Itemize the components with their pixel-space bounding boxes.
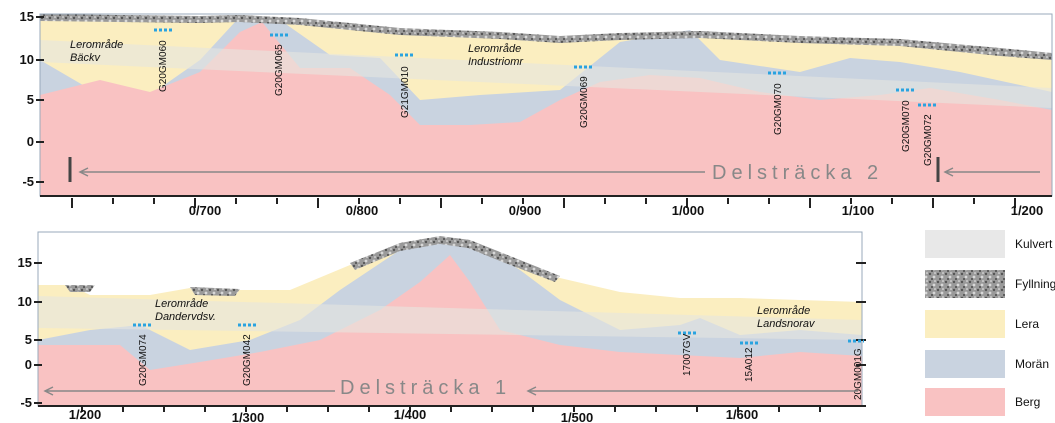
y-tick-label: 15	[20, 9, 34, 24]
legend: Kulvert Fyllning Lera Morän Berg	[925, 230, 1055, 416]
legend-swatch	[925, 230, 1005, 258]
borehole-label: G20GM072	[923, 114, 934, 166]
text-line: Dandervdsv.	[155, 311, 216, 323]
x-axis-1: 0/700 0/800 0/900 1/000 1/100 1/200	[71, 198, 1044, 218]
chainage-label: 1/200	[69, 407, 102, 422]
section-2-layers	[38, 236, 862, 406]
text-line: Lerområde	[70, 39, 123, 51]
legend-swatch	[925, 270, 1005, 298]
area-label: Lerområde Industriomr	[468, 43, 524, 68]
boreholes-1: G20GM060 G20GM065 G21GM010 G20GM069 G20G…	[154, 28, 936, 166]
y-tick-label: 10	[18, 294, 32, 309]
y-tick-label: 0	[25, 357, 32, 372]
borehole-label: G20GM070	[773, 83, 784, 135]
legend-label: Fyllning	[1015, 277, 1055, 291]
text-line: Lerområde	[155, 298, 208, 310]
tick-marks	[36, 16, 44, 183]
legend-swatch	[925, 310, 1005, 338]
borehole-label: G20GM069	[579, 76, 590, 128]
text-line: Landsnorav	[757, 318, 816, 330]
text-line: Lerområde	[757, 305, 810, 317]
y-axis-1: 15 10 5 0 -5	[20, 9, 44, 189]
borehole-label: G20GM074	[138, 334, 149, 386]
area-label: Lerområde Dandervdsv.	[155, 298, 216, 323]
chainage-label: 0/800	[346, 203, 379, 218]
section-arrows-1	[68, 157, 1040, 182]
x-axis-2: 1/200 1/300 1/400 1/500 1/600	[69, 406, 821, 423]
section-arrows-2	[43, 386, 858, 396]
chainage-label: 0/700	[189, 203, 222, 218]
text-line: Bäckv	[70, 52, 101, 64]
chainage-label: 1/400	[394, 407, 427, 422]
y-tick-label: -5	[20, 395, 32, 410]
y-tick-label: 15	[18, 255, 32, 270]
chainage-label: 1/100	[842, 203, 875, 218]
area-label: Lerområde Bäckv	[70, 39, 123, 64]
y-tick-label: 0	[27, 134, 34, 149]
chainage-label: 1/300	[232, 410, 265, 423]
y-tick-label: -5	[22, 174, 34, 189]
borehole-label: G20GM042	[242, 334, 253, 386]
chainage-label: 1/000	[672, 203, 705, 218]
borehole-label: G20GM065	[274, 44, 285, 96]
tick-marks	[71, 198, 1016, 208]
borehole-label: G20GM070	[901, 100, 912, 152]
legend-swatch	[925, 350, 1005, 378]
legend-label: Morän	[1015, 357, 1049, 371]
text-line: Industriomr	[468, 56, 524, 68]
section-1-layers	[40, 14, 1052, 196]
chainage-label: 1/600	[726, 407, 759, 422]
chainage-label: 1/200	[1011, 203, 1044, 218]
section-label: Delsträcka 1	[340, 377, 511, 399]
borehole-label: 15A012	[744, 347, 755, 382]
text-line: Lerområde	[468, 43, 521, 55]
legend-label: Lera	[1015, 317, 1039, 331]
tick-marks	[81, 406, 821, 412]
legend-swatch	[925, 388, 1005, 416]
borehole-label: 20GM001G	[853, 348, 864, 400]
y-tick-label: 5	[27, 92, 34, 107]
section-label: Delsträcka 2	[712, 162, 883, 184]
boreholes-2: G20GM074 G20GM042 17007GV 15A012 20GM001…	[133, 323, 864, 400]
chainage-label: 0/900	[509, 203, 542, 218]
area-label: Lerområde Landsnorav	[757, 305, 816, 330]
legend-label: Berg	[1015, 395, 1040, 409]
borehole-label: 17007GV	[682, 333, 693, 376]
chainage-label: 1/500	[561, 410, 594, 423]
y-tick-label: 5	[25, 332, 32, 347]
borehole-label: G20GM060	[158, 40, 169, 92]
y-tick-label: 10	[20, 52, 34, 67]
borehole-label: G21GM010	[400, 66, 411, 118]
legend-label: Kulvert	[1015, 237, 1053, 251]
